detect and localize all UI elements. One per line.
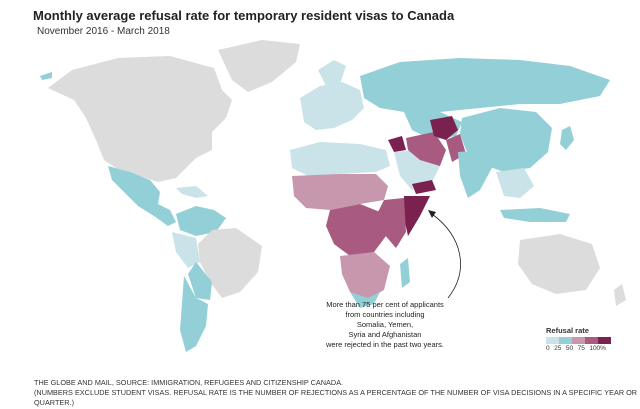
legend-tick: 25 [554,345,562,352]
source-line: THE GLOBE AND MAIL, SOURCE: IMMIGRATION,… [34,378,344,387]
region-japan [560,126,574,150]
region-new-zealand [614,284,626,306]
region-sa-central [188,262,212,300]
region-north-america [48,56,232,182]
legend-swatch [559,337,572,344]
region-north-africa [290,142,390,176]
annotation-line: More than 75 per cent of applicants [326,300,444,309]
legend-tick: 75 [577,345,585,352]
legend-tick: 50 [565,345,574,352]
region-southern-africa [340,252,390,300]
legend: Refusal rate 0 25 50 75 100% [546,326,611,352]
region-sa-north [176,206,226,236]
region-scandinavia [318,60,346,86]
region-east-africa [378,198,406,248]
region-yemen [412,180,436,194]
annotation-line: Somalia, Yemen, [356,320,414,329]
source-line: (NUMBERS EXCLUDE STUDENT VISAS. REFUSAL … [34,388,638,407]
annotation-line: from countries including [345,310,425,319]
region-brazil [198,228,262,298]
region-russia [360,58,610,112]
region-aleutian [40,72,52,80]
annotation-line: Syria and Afghanistan [348,330,422,339]
region-india [458,150,494,198]
legend-swatches [546,337,611,344]
region-south-africa [350,292,380,308]
map-title: Monthly average refusal rate for tempora… [33,8,455,23]
map-subtitle: November 2016 - March 2018 [37,26,170,37]
region-sa-south [180,276,208,352]
region-somalia [404,196,430,236]
region-afghanistan [430,116,458,140]
legend-ticks: 0 25 50 75 100% [546,345,606,352]
legend-tick: 0 [546,345,550,352]
region-europe [300,82,364,130]
annotation-arrowhead [428,210,436,218]
region-southeast-asia [496,168,534,198]
legend-swatch [598,337,611,344]
source-note: THE GLOBE AND MAIL, SOURCE: IMMIGRATION,… [34,378,640,408]
annotation-text: More than 75 per cent of applicants from… [300,300,470,350]
region-mexico [108,166,176,226]
region-australia [518,234,600,294]
region-iran [406,132,446,166]
legend-swatch [546,337,559,344]
region-syria [388,136,406,152]
region-caribbean [176,186,208,198]
region-greenland [218,40,300,92]
legend-swatch [572,337,585,344]
region-west-africa [292,174,388,210]
legend-title: Refusal rate [546,326,589,335]
legend-tick: 100% [589,345,606,352]
region-central-africa [326,204,386,256]
annotation-line: were rejected in the past two years. [326,340,444,349]
legend-swatch [585,337,598,344]
region-indonesia [500,208,570,222]
region-madagascar [400,258,410,288]
annotation-arrow [431,213,461,299]
region-sa-west [172,232,200,268]
